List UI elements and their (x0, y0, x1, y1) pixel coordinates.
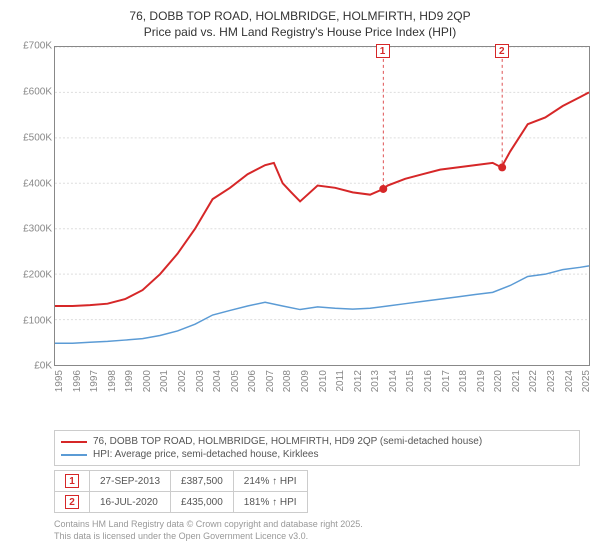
chart-container: 76, DOBB TOP ROAD, HOLMBRIDGE, HOLMFIRTH… (0, 0, 600, 560)
title-line-1: 76, DOBB TOP ROAD, HOLMBRIDGE, HOLMFIRTH… (10, 8, 590, 24)
table-row: 1 27-SEP-2013£387,500214% ↑ HPI (55, 471, 308, 492)
legend-swatch (61, 454, 87, 457)
marker-badge: 2 (65, 495, 79, 509)
y-tick-label: £600K (10, 87, 52, 98)
marker-badge: 1 (65, 474, 79, 488)
y-tick-label: £500K (10, 132, 52, 143)
x-tick-label: 2025 (581, 370, 600, 392)
legend-item: 76, DOBB TOP ROAD, HOLMBRIDGE, HOLMFIRTH… (61, 435, 573, 448)
price-cell: £435,000 (171, 492, 234, 513)
marker-cell: 1 (55, 471, 90, 492)
y-tick-label: £100K (10, 315, 52, 326)
y-tick-label: £200K (10, 269, 52, 280)
marker-cell: 2 (55, 492, 90, 513)
legend-swatch (61, 441, 87, 444)
legend-item: HPI: Average price, semi-detached house,… (61, 448, 573, 461)
plot-area: £0K£100K£200K£300K£400K£500K£600K£700K19… (10, 46, 590, 396)
legend-label: HPI: Average price, semi-detached house,… (93, 449, 319, 460)
date-cell: 27-SEP-2013 (90, 471, 171, 492)
chart-marker-badge: 2 (495, 44, 509, 58)
date-cell: 16-JUL-2020 (90, 492, 171, 513)
change-cell: 181% ↑ HPI (233, 492, 307, 513)
y-tick-label: £300K (10, 224, 52, 235)
y-tick-label: £400K (10, 178, 52, 189)
line-chart-svg (54, 46, 590, 366)
price-cell: £387,500 (171, 471, 234, 492)
y-tick-label: £700K (10, 41, 52, 52)
sales-table: 1 27-SEP-2013£387,500214% ↑ HPI 2 16-JUL-20… (54, 470, 308, 513)
footer-line-2: This data is licensed under the Open Gov… (54, 531, 580, 543)
y-tick-label: £0K (10, 361, 52, 372)
footer-line-1: Contains HM Land Registry data © Crown c… (54, 519, 580, 531)
title-line-2: Price paid vs. HM Land Registry's House … (10, 24, 590, 40)
chart-title: 76, DOBB TOP ROAD, HOLMBRIDGE, HOLMFIRTH… (10, 8, 590, 40)
copyright-footer: Contains HM Land Registry data © Crown c… (54, 519, 580, 542)
table-row: 2 16-JUL-2020£435,000181% ↑ HPI (55, 492, 308, 513)
chart-marker-badge: 1 (376, 44, 390, 58)
change-cell: 214% ↑ HPI (233, 471, 307, 492)
legend-label: 76, DOBB TOP ROAD, HOLMBRIDGE, HOLMFIRTH… (93, 436, 482, 447)
legend: 76, DOBB TOP ROAD, HOLMBRIDGE, HOLMFIRTH… (54, 430, 580, 466)
